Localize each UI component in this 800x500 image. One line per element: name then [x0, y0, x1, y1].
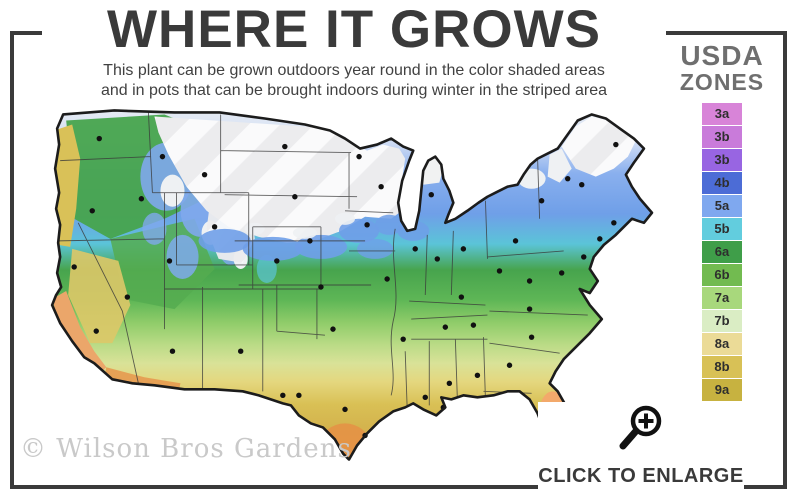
watermark: © Wilson Bros Gardens	[20, 434, 352, 464]
city-dot	[280, 392, 286, 399]
city-dot	[613, 141, 619, 148]
city-dot	[124, 294, 131, 300]
city-dot	[356, 153, 362, 160]
enlarge-label[interactable]: CLICK TO ENLARGE	[538, 465, 744, 487]
zone-chip-6a: 6a	[702, 241, 742, 264]
legend-title-line2: ZONES	[679, 69, 765, 95]
city-dot	[460, 246, 467, 252]
city-dot	[564, 175, 571, 182]
city-dot	[330, 326, 336, 332]
city-dot	[526, 306, 533, 312]
region-ca-coast-orange	[52, 291, 107, 376]
city-dot	[526, 278, 533, 284]
zone-map-container[interactable]	[14, 98, 666, 477]
region-north-ne-white	[547, 148, 572, 183]
magnifying-glass-plus-icon[interactable]	[615, 402, 667, 458]
city-dot	[169, 348, 176, 354]
city-dot	[93, 328, 99, 334]
zone-chip-7b: 7b	[702, 310, 742, 333]
city-dot	[597, 236, 603, 242]
zone-chip-7a: 7a	[702, 287, 742, 310]
city-dot	[496, 268, 503, 274]
city-dot	[96, 135, 102, 142]
click-to-enlarge[interactable]: CLICK TO ENLARGE	[538, 402, 744, 490]
city-dot	[506, 362, 513, 368]
zone-chip-8a: 8a	[702, 333, 742, 356]
city-dot	[384, 276, 390, 282]
zone-chip-8b: 8b	[702, 356, 742, 379]
city-dot	[166, 258, 173, 264]
city-dot	[237, 348, 244, 354]
zone-chip-5a: 5a	[702, 195, 742, 218]
city-dot	[400, 336, 406, 342]
city-dot	[71, 264, 77, 270]
city-dot	[412, 246, 418, 252]
city-dot	[442, 324, 449, 330]
city-dot	[274, 258, 280, 264]
region-nw-coast-gold	[54, 124, 81, 247]
usda-zone-map[interactable]	[14, 98, 666, 472]
subtitle-line-2: and in pots that can be brought indoors …	[100, 82, 608, 100]
city-dot	[434, 256, 441, 262]
city-dot	[211, 224, 218, 230]
zone-chip-3a: 3a	[702, 103, 742, 126]
city-dots	[71, 135, 619, 439]
zone-chip-3b: 3b	[702, 126, 742, 149]
city-dot	[446, 380, 453, 387]
city-dot	[364, 222, 370, 228]
city-dot	[296, 392, 302, 399]
city-dot	[159, 153, 166, 160]
city-dot	[318, 284, 324, 290]
legend-title-line1: USDA	[680, 40, 764, 71]
zone-shading	[52, 110, 652, 460]
city-dot	[581, 254, 587, 260]
city-dot	[538, 198, 545, 204]
city-dot	[307, 238, 313, 244]
legend-title: USDA ZONES	[660, 40, 784, 95]
city-dot	[282, 143, 288, 150]
city-dot	[89, 208, 95, 214]
zone-chip-3b: 3b	[702, 149, 742, 172]
striped-region-maine	[561, 116, 636, 177]
zone-chip-4b: 4b	[702, 172, 742, 195]
city-dot	[422, 394, 428, 401]
city-dot	[292, 194, 298, 200]
city-dot	[558, 270, 565, 276]
city-dot	[342, 406, 348, 413]
city-dot	[611, 220, 617, 226]
state-borders	[58, 112, 588, 410]
city-dot	[378, 183, 384, 190]
subtitle-line-1: This plant can be grown outdoors year ro…	[103, 61, 605, 79]
zone-chip-5b: 5b	[702, 218, 742, 241]
city-dot	[470, 322, 477, 328]
header: WHERE IT GROWS This plant can be grown o…	[42, 0, 666, 106]
city-dot	[201, 171, 208, 178]
city-dot	[138, 196, 145, 202]
city-dot	[528, 334, 535, 340]
region-ca-valley	[68, 248, 131, 344]
city-dot	[428, 192, 434, 198]
zone-chip-6b: 6b	[702, 264, 742, 287]
city-dot	[579, 181, 585, 188]
city-dot	[512, 238, 519, 244]
city-dot	[474, 372, 481, 378]
page-title: WHERE IT GROWS	[107, 0, 601, 59]
zone-chip-9a: 9a	[702, 379, 742, 402]
city-dot	[458, 294, 465, 300]
